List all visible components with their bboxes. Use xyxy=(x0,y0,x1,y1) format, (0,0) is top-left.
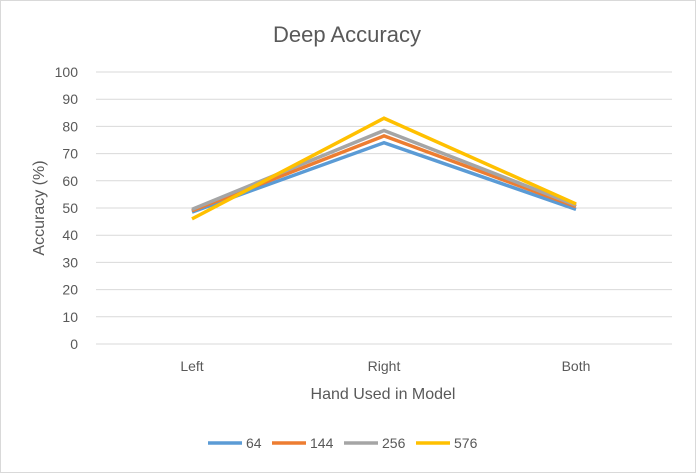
legend-label: 256 xyxy=(382,435,406,451)
series-line-144 xyxy=(191,134,577,213)
y-tick-label: 60 xyxy=(62,173,78,189)
x-axis-ticks: Left Right Both xyxy=(180,358,590,374)
series-line-576 xyxy=(191,116,577,221)
x-axis-label: Hand Used in Model xyxy=(311,386,456,403)
y-tick-label: 70 xyxy=(62,146,78,162)
y-tick-label: 90 xyxy=(62,91,78,107)
series-line-256 xyxy=(191,128,577,211)
legend-item-576: 576 xyxy=(416,435,478,451)
y-tick-label: 100 xyxy=(55,64,79,80)
legend-label: 576 xyxy=(454,435,478,451)
y-tick-label: 20 xyxy=(62,282,78,298)
legend-label: 64 xyxy=(246,435,262,451)
series-line-64 xyxy=(191,140,577,214)
y-tick-label: 50 xyxy=(62,200,78,216)
x-tick-label: Right xyxy=(368,358,401,374)
y-tick-label: 80 xyxy=(62,118,78,134)
x-tick-label: Both xyxy=(562,358,591,374)
legend-item-256: 256 xyxy=(344,435,406,451)
chart-title: Deep Accuracy xyxy=(273,22,421,47)
x-tick-label: Left xyxy=(180,358,203,374)
y-tick-label: 40 xyxy=(62,227,78,243)
y-axis-ticks: 0 10 20 30 40 50 60 70 80 90 100 xyxy=(55,64,79,352)
y-axis-label: Accuracy (%) xyxy=(31,160,48,255)
gridlines xyxy=(96,71,672,345)
series-lines xyxy=(191,116,577,221)
y-tick-label: 30 xyxy=(62,254,78,270)
legend-label: 144 xyxy=(310,435,334,451)
y-tick-label: 0 xyxy=(70,336,78,352)
y-tick-label: 10 xyxy=(62,309,78,325)
legend-item-64: 64 xyxy=(208,435,262,451)
legend: 64 144 256 576 xyxy=(208,435,478,451)
legend-item-144: 144 xyxy=(272,435,334,451)
